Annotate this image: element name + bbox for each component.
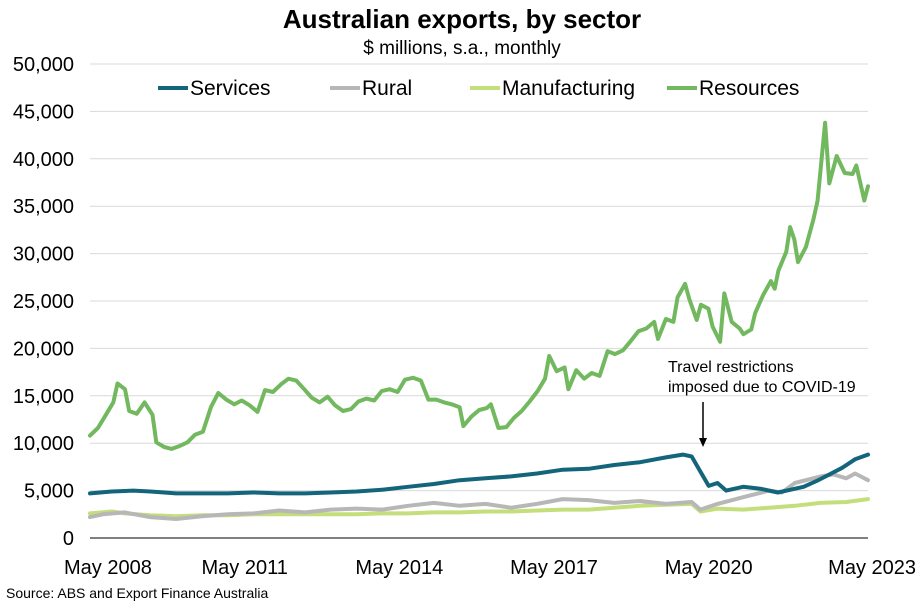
y-tick-label: 25,000 bbox=[13, 291, 74, 313]
legend-label-manufacturing: Manufacturing bbox=[502, 77, 635, 100]
y-tick-label: 10,000 bbox=[13, 433, 74, 455]
x-tick-label: May 2017 bbox=[510, 557, 598, 579]
chart-title: Australian exports, by sector bbox=[282, 4, 642, 34]
y-tick-label: 5,000 bbox=[24, 481, 74, 503]
x-tick-label: May 2020 bbox=[665, 557, 753, 579]
annotation-line-1: Travel restrictions bbox=[668, 359, 794, 376]
y-tick-label: 20,000 bbox=[13, 338, 74, 360]
x-tick-label: May 2011 bbox=[201, 557, 287, 579]
legend-label-resources: Resources bbox=[699, 77, 799, 100]
y-tick-label: 50,000 bbox=[13, 54, 74, 76]
y-tick-label: 15,000 bbox=[13, 386, 74, 408]
source-note: Source: ABS and Export Finance Australia bbox=[6, 585, 269, 601]
y-tick-label: 35,000 bbox=[13, 196, 74, 218]
x-tick-label: May 2008 bbox=[64, 557, 152, 579]
series-line-resources bbox=[88, 120, 870, 451]
chart-subtitle: $ millions, s.a., monthly bbox=[363, 38, 561, 59]
x-tick-label: May 2014 bbox=[355, 557, 443, 579]
y-tick-label: 45,000 bbox=[13, 101, 74, 123]
annotation-arrow-head bbox=[699, 438, 707, 447]
x-tick-label: May 2023 bbox=[828, 557, 916, 579]
legend-label-services: Services bbox=[190, 77, 271, 100]
annotation-line-2: imposed due to COVID-19 bbox=[668, 379, 856, 396]
covid-annotation: Travel restrictions imposed due to COVID… bbox=[668, 358, 856, 398]
legend-label-rural: Rural bbox=[362, 77, 412, 100]
y-tick-label: 0 bbox=[63, 528, 74, 550]
series-line-manufacturing bbox=[88, 497, 870, 519]
y-tick-label: 40,000 bbox=[13, 149, 74, 171]
y-tick-label: 30,000 bbox=[13, 244, 74, 266]
series-line-services bbox=[88, 452, 870, 496]
